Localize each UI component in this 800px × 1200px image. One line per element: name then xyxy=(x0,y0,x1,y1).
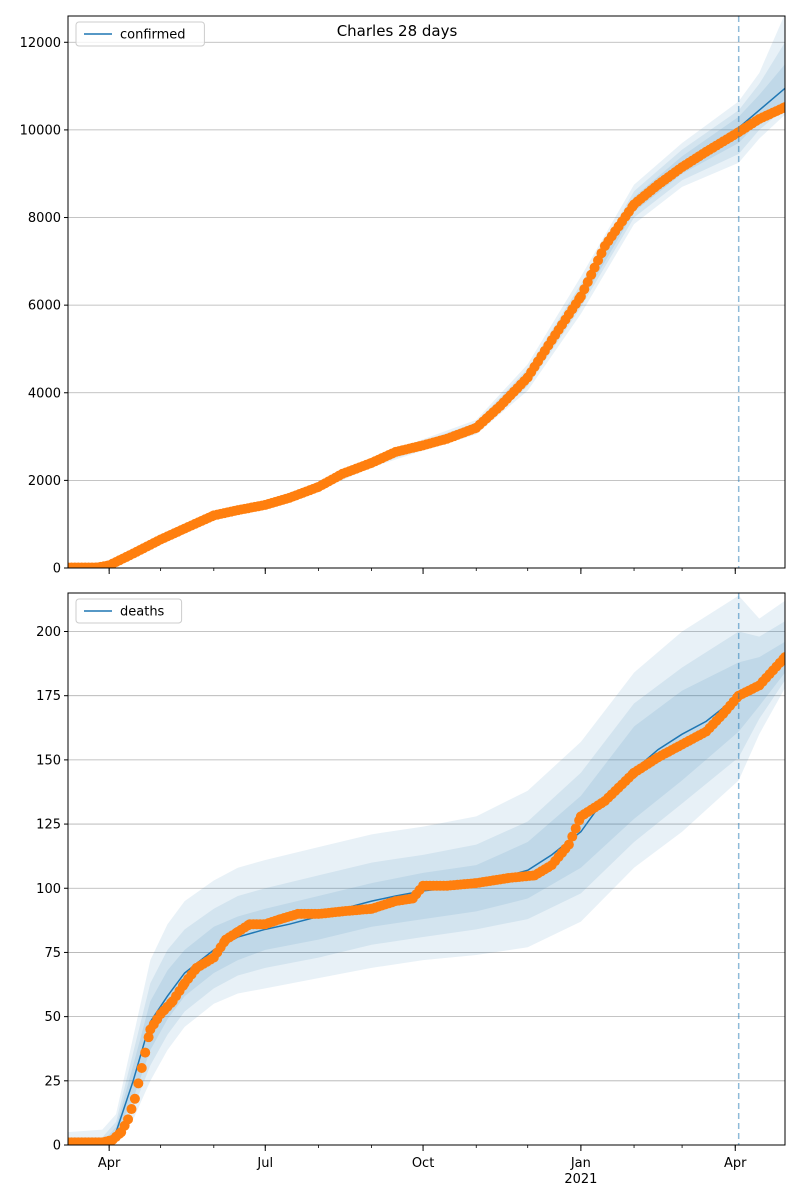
plot-area xyxy=(68,593,785,1145)
axes-frame xyxy=(67,592,786,1146)
x-tick-label: Oct xyxy=(412,1156,434,1171)
observed-point xyxy=(126,1104,137,1115)
legend: confirmed xyxy=(75,21,205,47)
x-tick-label: Apr xyxy=(724,1156,747,1171)
legend-box xyxy=(75,21,205,47)
y-tick-label: 8000 xyxy=(28,211,61,226)
x-tick-label: Apr xyxy=(98,1156,121,1171)
y-tick-label: 125 xyxy=(36,818,61,833)
observed-point xyxy=(140,1047,151,1058)
figure-title: Charles 28 days xyxy=(337,22,458,40)
legend-label: confirmed xyxy=(120,28,186,43)
observed-point xyxy=(567,831,578,842)
observed-point xyxy=(143,1032,154,1043)
y-tick-label: 6000 xyxy=(28,299,61,314)
observed-point xyxy=(133,1078,144,1089)
y-tick-label: 75 xyxy=(44,946,61,961)
x-tick-label: Jul xyxy=(256,1156,273,1171)
y-tick-label: 100 xyxy=(36,882,61,897)
y-tick-label: 175 xyxy=(36,689,61,704)
observed-point xyxy=(136,1062,147,1073)
observed-point xyxy=(780,102,785,113)
y-tick-label: 0 xyxy=(53,562,61,577)
observed-point xyxy=(563,839,574,850)
observed-point xyxy=(123,1114,134,1125)
y-tick-label: 150 xyxy=(36,753,61,768)
uncertainty-band-3 xyxy=(68,64,785,568)
y-tick-label: 10000 xyxy=(20,123,61,138)
observed-point xyxy=(129,1093,140,1104)
legend-label: deaths xyxy=(120,605,165,620)
y-tick-label: 2000 xyxy=(28,474,61,489)
y-tick-label: 200 xyxy=(36,625,61,640)
y-tick-label: 50 xyxy=(44,1010,61,1025)
y-tick-label: 4000 xyxy=(28,386,61,401)
y-tick-label: 12000 xyxy=(20,36,61,51)
observed-point xyxy=(780,652,785,663)
y-tick-label: 25 xyxy=(44,1074,61,1089)
plot-area xyxy=(68,16,785,568)
axes-frame xyxy=(67,15,786,569)
observed-point xyxy=(570,823,581,834)
uncertainty-band-1 xyxy=(68,595,785,1145)
uncertainty-band-1 xyxy=(68,16,785,568)
y-tick-label: 0 xyxy=(53,1139,61,1154)
legend: deaths xyxy=(75,598,183,624)
x-tick-year-label: 2021 xyxy=(564,1172,597,1187)
uncertainty-band-3 xyxy=(68,641,785,1145)
legend-box xyxy=(75,598,183,624)
confirmed-panel: 0 2000 4000 6000 8000 10000 12000 confirmed xyxy=(20,15,786,577)
x-tick-label: Jan xyxy=(570,1156,591,1171)
model-line xyxy=(68,659,785,1145)
